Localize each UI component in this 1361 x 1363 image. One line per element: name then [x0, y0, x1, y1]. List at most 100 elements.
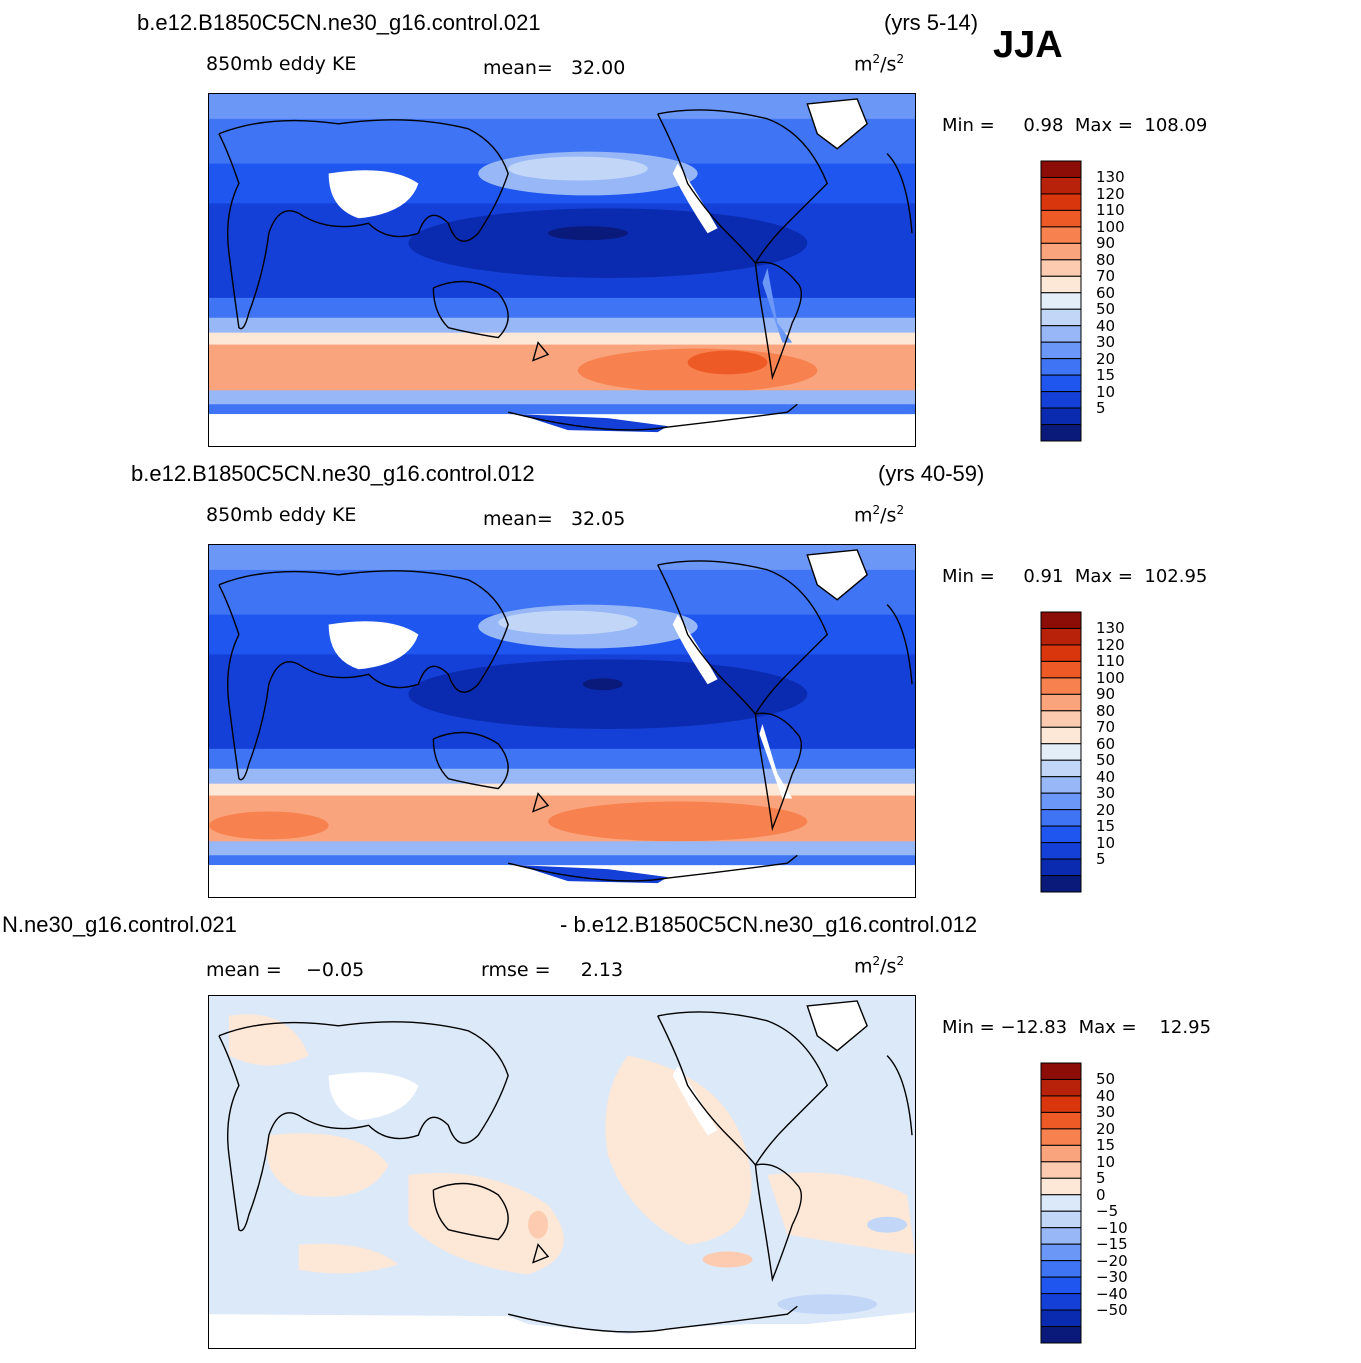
coastlines: [218, 98, 913, 431]
panel2-colorbar: 130 120 110 100 90 80 70 60 50 40 30 20 15 10 5: [1040, 611, 1125, 898]
panel1-minmax: Min = 0.98 Max = 108.09: [942, 115, 1207, 136]
colorbar-tick-label: 0: [1096, 1185, 1106, 1204]
colorbar-tick-label: 130: [1096, 168, 1125, 187]
colorbar-swatch: [1040, 374, 1082, 393]
colorbar-tick-label: −50: [1096, 1301, 1128, 1320]
colorbar-tick-label: 15: [1096, 366, 1116, 385]
units-exp: 2: [896, 52, 905, 66]
colorbar-tick-label: 20: [1096, 349, 1116, 368]
colorbar-tick-label: 5: [1096, 1169, 1106, 1188]
colorbar-tick-label: −30: [1096, 1268, 1128, 1287]
colorbar-swatch: [1040, 1260, 1082, 1278]
colorbar-swatch: [1040, 1095, 1082, 1113]
panel1-map-svg: [209, 94, 915, 446]
units-mid: /s: [880, 504, 897, 527]
colorbar-tick-label: 110: [1096, 652, 1125, 671]
colorbar-tick-label: 80: [1096, 701, 1116, 720]
colorbar-swatch: [1040, 1078, 1082, 1097]
min-value: 0.98: [1023, 115, 1064, 136]
max-value: 12.95: [1159, 1017, 1212, 1038]
colorbar-tick-label: 80: [1096, 250, 1116, 269]
min-label: Min =: [942, 115, 995, 136]
colorbar-tick-label: 50: [1096, 1070, 1116, 1089]
colorbar-swatch: [1040, 1309, 1082, 1328]
colorbar-tick-label: 10: [1096, 382, 1116, 401]
colorbar-swatch: [1040, 259, 1082, 277]
colorbar-swatch: [1040, 743, 1082, 761]
units-base: m: [854, 53, 873, 76]
panel1-units: m2/s2: [854, 52, 904, 75]
panel2-mean: mean= 32.05: [483, 508, 625, 530]
panel3-rmse-label: rmse =: [481, 959, 551, 981]
colorbar-tick-label: 30: [1096, 333, 1116, 352]
colorbar-swatches: [1040, 611, 1082, 893]
colorbar-tick-label: 60: [1096, 283, 1116, 302]
colorbar-swatch: [1040, 825, 1082, 844]
field-patches: [209, 996, 915, 1348]
colorbar-swatch: [1040, 627, 1082, 646]
colorbar-swatch: [1040, 875, 1082, 893]
colorbar-swatch: [1040, 792, 1082, 811]
field-bands: [209, 94, 915, 446]
colorbar-swatch: [1040, 1111, 1082, 1130]
colorbar-tick-label: −20: [1096, 1251, 1128, 1270]
panel2-case-title: b.e12.B1850C5CN.ne30_g16.control.012: [131, 461, 535, 486]
field-bands: [209, 545, 915, 897]
colorbar-tick-label: 10: [1096, 833, 1116, 852]
colorbar-tick-label: 90: [1096, 234, 1116, 253]
max-label: Max =: [1074, 566, 1133, 587]
coastlines: [218, 549, 913, 882]
colorbar-swatch: [1040, 1161, 1082, 1179]
colorbar-swatch: [1040, 1128, 1082, 1146]
colorbar-tick-label: −15: [1096, 1235, 1128, 1254]
colorbar-swatch: [1040, 424, 1082, 442]
panel2-years: (yrs 40-59): [878, 461, 985, 486]
colorbar-swatch: [1040, 358, 1082, 376]
colorbar-tick-label: −10: [1096, 1218, 1128, 1237]
units-mid: /s: [880, 955, 897, 978]
panel3-colorbar: 50 40 30 20 15 10 5 0 −5 −10 −15 −20 −30 −40 −50: [1040, 1062, 1128, 1349]
min-value: 0.91: [1023, 566, 1064, 587]
colorbar-swatch: [1040, 1210, 1082, 1229]
panel3-units: m2/s2: [854, 954, 904, 977]
colorbar-tick-label: 100: [1096, 217, 1125, 236]
panel3-mean-value: −0.05: [306, 959, 365, 981]
colorbar-swatch: [1040, 407, 1082, 426]
panel1-map: [208, 93, 916, 447]
panel2-map: [208, 544, 916, 898]
units-base: m: [854, 504, 873, 527]
colorbar-tick-label: 15: [1096, 817, 1116, 836]
coastlines: [218, 1000, 913, 1333]
max-label: Max =: [1078, 1017, 1137, 1038]
colorbar-tick-label: 40: [1096, 767, 1116, 786]
colorbar-swatch: [1040, 325, 1082, 343]
colorbar-swatch: [1040, 726, 1082, 745]
panel3-case-left: N.ne30_g16.control.021: [2, 912, 237, 937]
panel2-mean-value: 32.05: [570, 508, 626, 530]
colorbar-swatch: [1040, 776, 1082, 794]
colorbar-tick-label: 30: [1096, 1103, 1116, 1122]
colorbar-swatch: [1040, 809, 1082, 827]
colorbar-swatch: [1040, 226, 1082, 244]
colorbar-swatch: [1040, 1194, 1082, 1212]
panel2-variable: 850mb eddy KE: [206, 504, 357, 526]
colorbar-swatch: [1040, 644, 1082, 662]
panel1-mean-label: mean=: [483, 57, 553, 79]
max-value: 108.09: [1144, 115, 1208, 136]
colorbar-tick-label: 20: [1096, 800, 1116, 819]
colorbar-swatch: [1040, 275, 1082, 294]
colorbar-swatch: [1040, 391, 1082, 409]
units-exp: 2: [896, 503, 905, 517]
units-exp: 2: [872, 503, 881, 517]
colorbar-swatch: [1040, 1276, 1082, 1295]
panel2-mean-label: mean=: [483, 508, 553, 530]
colorbar-tick-label: 5: [1096, 399, 1106, 418]
colorbar-swatch: [1040, 341, 1082, 360]
colorbar-swatch: [1040, 693, 1082, 712]
max-value: 102.95: [1144, 566, 1208, 587]
colorbar-tick-label: 10: [1096, 1152, 1116, 1171]
panel2-units: m2/s2: [854, 503, 904, 526]
colorbar-tick-label: 20: [1096, 1119, 1116, 1138]
min-value: −12.83: [1000, 1017, 1068, 1038]
colorbar-tick-label: 70: [1096, 718, 1116, 737]
